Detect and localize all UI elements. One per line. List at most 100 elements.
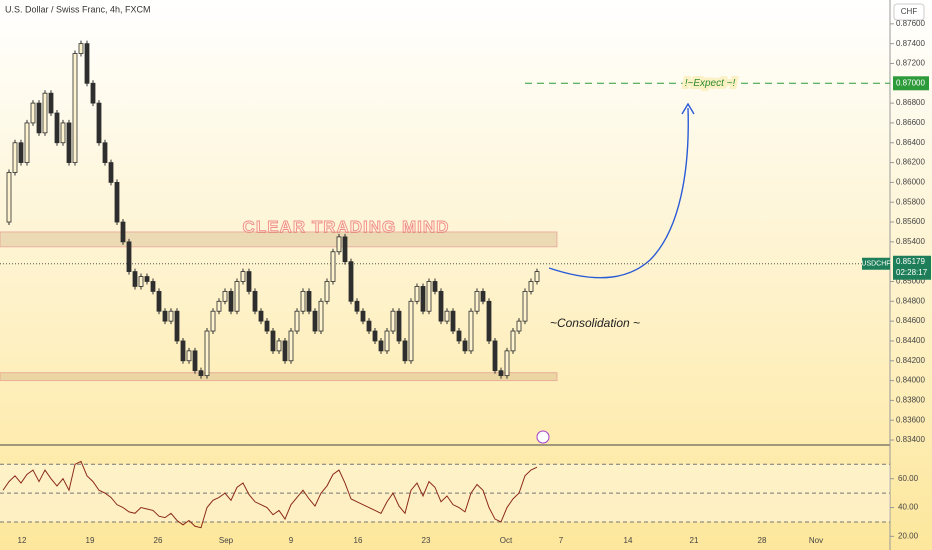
candle: [402, 340, 408, 362]
event-icon[interactable]: [536, 430, 550, 444]
candle: [198, 370, 204, 377]
candle: [336, 236, 342, 253]
chart-title: U.S. Dollar / Swiss Franc, 4h, FXCM: [5, 4, 151, 14]
candle: [6, 172, 12, 223]
candle: [288, 330, 294, 362]
y-tick-label: 0.86800: [896, 98, 925, 107]
y-tick-label: 0.84600: [896, 316, 925, 325]
candle: [462, 340, 468, 352]
candle: [240, 271, 246, 282]
target-badge: [893, 76, 929, 91]
candle: [234, 281, 240, 312]
x-tick-label: Sep: [219, 536, 234, 545]
x-tick-label: 21: [690, 536, 699, 545]
rsi-tick-label: 20.00: [898, 531, 919, 540]
candle: [48, 92, 54, 114]
candle: [18, 142, 24, 163]
candle: [72, 53, 78, 163]
candle: [534, 271, 540, 282]
candle: [486, 300, 492, 342]
candle: [360, 310, 366, 322]
currency-button[interactable]: [893, 3, 925, 21]
candle: [114, 181, 120, 223]
candle: [24, 122, 30, 163]
x-tick-label: Nov: [809, 536, 823, 545]
candle: [180, 340, 186, 362]
candle: [282, 340, 288, 362]
candle: [174, 310, 180, 342]
rsi-line: [2, 460, 538, 529]
candle: [222, 290, 228, 302]
y-tick-label: 0.86000: [896, 177, 925, 186]
candle: [450, 310, 456, 332]
candle: [456, 330, 462, 342]
candle: [42, 92, 48, 134]
rsi-tick-label: 60.00: [898, 474, 919, 483]
candle: [252, 290, 258, 312]
candle: [228, 290, 234, 312]
candle: [156, 290, 162, 312]
y-tick-label: 0.86200: [896, 158, 925, 167]
candle: [246, 271, 252, 292]
y-tick-label: 0.85400: [896, 237, 925, 246]
x-tick-label: 28: [758, 536, 767, 545]
candle: [126, 241, 132, 272]
candle: [426, 281, 432, 312]
candle: [132, 271, 138, 287]
y-tick-label: 0.83400: [896, 435, 925, 444]
x-tick-label: 14: [624, 536, 633, 545]
candle: [204, 330, 210, 377]
candle: [192, 350, 198, 372]
y-tick-label: 0.84400: [896, 336, 925, 345]
price-label: 0.85179: [896, 257, 925, 266]
candle: [498, 370, 504, 377]
y-tick-label: 0.83800: [896, 396, 925, 405]
x-tick-label: 23: [422, 536, 431, 545]
arrow-head: [681, 102, 695, 115]
candle: [516, 320, 522, 332]
candle: [54, 112, 60, 144]
candle: [390, 310, 396, 332]
zone: [0, 372, 558, 382]
y-tick-label: 0.87400: [896, 39, 925, 48]
candle: [12, 142, 18, 173]
candle: [366, 320, 372, 332]
candle: [480, 290, 486, 302]
y-tick-label: 0.86400: [896, 138, 925, 147]
projection-arrow: [548, 107, 689, 279]
candle: [264, 320, 270, 332]
candle: [312, 310, 318, 332]
y-tick-label: 0.86600: [896, 118, 925, 127]
candle: [354, 300, 360, 312]
y-tick-label: 0.87200: [896, 59, 925, 68]
x-tick-label: 19: [86, 536, 95, 545]
candle: [36, 102, 42, 134]
candle: [270, 330, 276, 352]
zone: [0, 231, 558, 248]
x-tick-label: Oct: [500, 536, 513, 545]
candle: [420, 286, 426, 312]
y-tick-label: 0.85600: [896, 217, 925, 226]
target-text: !~Expect ~!: [685, 78, 736, 89]
x-tick-label: 26: [154, 536, 163, 545]
candle: [162, 310, 168, 322]
candle: [300, 290, 306, 312]
candle: [150, 281, 156, 292]
candle: [504, 350, 510, 377]
candle: [186, 350, 192, 362]
candle: [84, 43, 90, 84]
x-tick-label: 12: [18, 536, 27, 545]
candle: [522, 290, 528, 322]
candle: [438, 290, 444, 322]
candle: [432, 281, 438, 292]
candle: [408, 300, 414, 362]
candle: [144, 276, 150, 282]
candle: [444, 310, 450, 322]
candle: [138, 276, 144, 287]
candle: [120, 221, 126, 243]
y-tick-label: 0.85000: [896, 277, 925, 286]
candle: [294, 310, 300, 332]
candle: [474, 290, 480, 312]
